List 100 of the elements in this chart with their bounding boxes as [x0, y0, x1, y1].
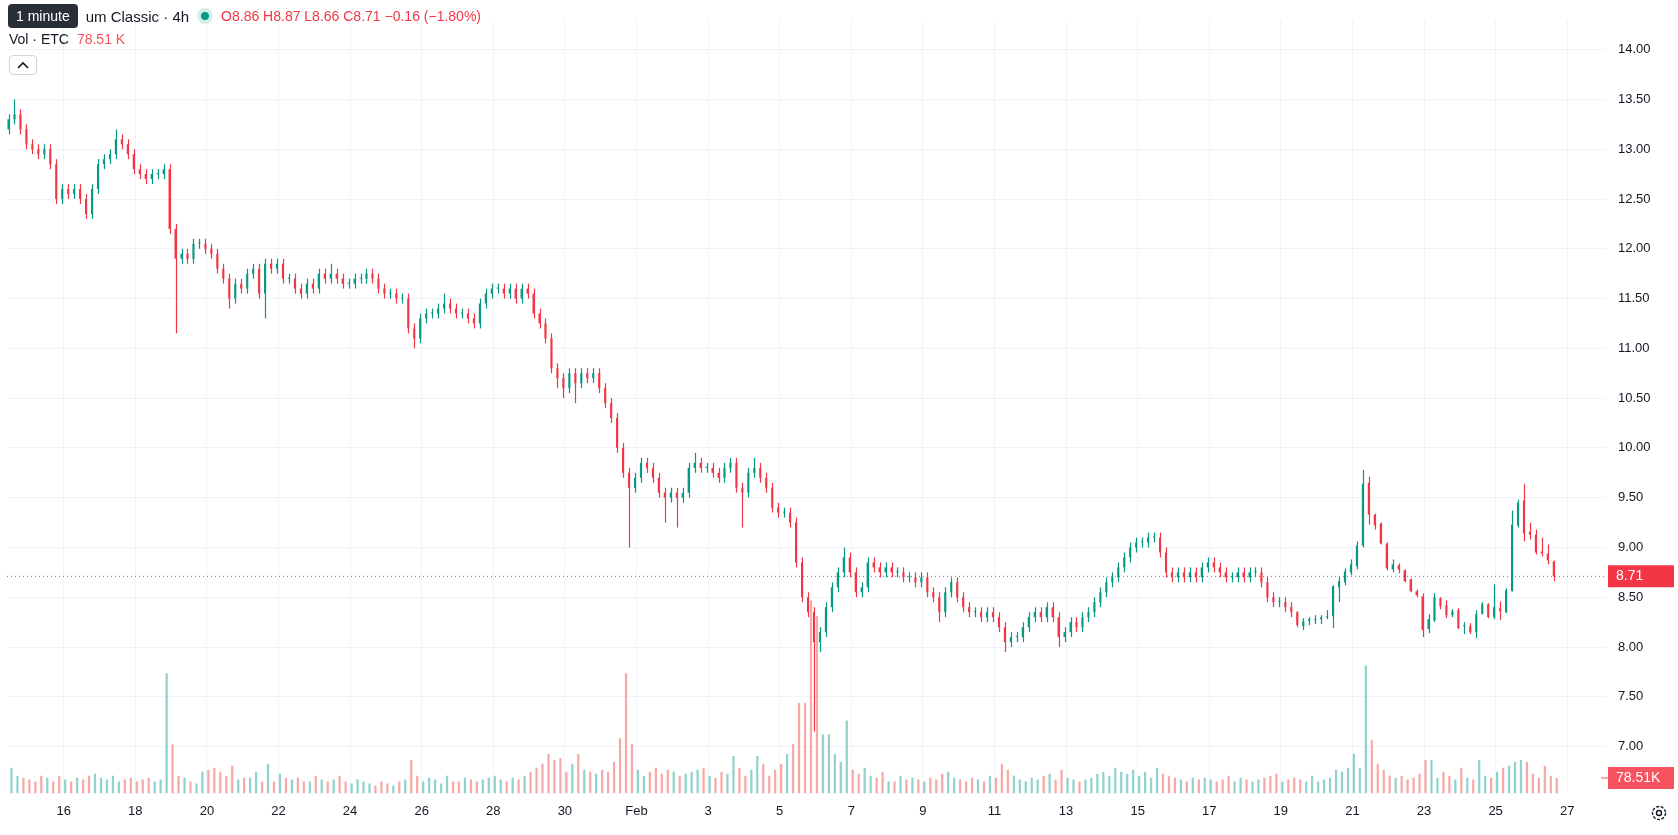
bar [28, 779, 31, 794]
bar [195, 783, 198, 794]
bar [1269, 775, 1272, 794]
x-tick-label: 20 [199, 802, 215, 818]
x-tick-label: 22 [271, 802, 286, 818]
bar [356, 779, 359, 794]
bar [1448, 775, 1451, 794]
y-tick-label: 8.50 [1618, 588, 1644, 604]
y-tick-label: 14.00 [1618, 41, 1651, 57]
bar [1424, 759, 1427, 794]
x-tick-label: 7 [847, 802, 855, 818]
x-tick-label: 26 [414, 802, 429, 818]
bar [165, 673, 168, 794]
x-tick-label: 9 [919, 802, 927, 818]
y-tick-label: 10.00 [1618, 439, 1651, 455]
bar [362, 781, 365, 794]
chart-title: um Classic · 4h [85, 7, 190, 25]
candlestick [186, 248, 189, 265]
bar [1245, 779, 1248, 794]
bar [350, 783, 353, 794]
bar [547, 754, 550, 794]
bar [905, 779, 908, 794]
y-tick-label: 9.50 [1618, 489, 1644, 505]
annotation: Vol · ETC [9, 31, 69, 47]
bar [881, 771, 884, 794]
y-tick-label: 11.50 [1618, 290, 1650, 306]
x-tick-label: 25 [1488, 802, 1503, 818]
bar [1054, 779, 1057, 794]
annotation: 78.51 K [76, 31, 126, 47]
candlestick [723, 462, 726, 484]
annotation: 1 minute [8, 4, 78, 28]
bar [1072, 779, 1075, 794]
bar [1251, 781, 1254, 794]
candlestick [544, 317, 547, 344]
y-tick-label: 10.50 [1618, 389, 1651, 405]
bar [887, 781, 890, 794]
y-tick-label: 9.00 [1618, 539, 1644, 555]
bar [344, 781, 347, 794]
bar [16, 775, 19, 794]
bar [380, 781, 383, 794]
y2-tick-label: 78.51K [1616, 768, 1662, 785]
bar [1233, 781, 1236, 794]
x-tick-label: 24 [342, 802, 358, 818]
bar [368, 783, 371, 794]
bar [22, 777, 25, 794]
bar [559, 757, 562, 794]
bar [1084, 779, 1087, 794]
y-tick-label: 7.00 [1618, 738, 1644, 754]
bar [374, 785, 377, 794]
bar [1257, 779, 1260, 794]
bar [702, 767, 705, 794]
bar [1090, 777, 1093, 794]
y-tick-label: 13.50 [1618, 91, 1651, 107]
bar [893, 781, 896, 794]
bar [553, 759, 556, 794]
bar [1060, 769, 1063, 794]
candlestick [1254, 566, 1257, 578]
candlestick [13, 98, 16, 125]
x-tick-label: 27 [1559, 802, 1575, 818]
candlestick [365, 268, 368, 285]
x-tick-label: 28 [486, 802, 501, 818]
x-tick-label: 15 [1130, 802, 1145, 818]
ref-line-label: 8.71 [1616, 567, 1644, 584]
chart-subtitle: O8.86 H8.87 L8.66 C8.71 −0.16 (−1.80%) [221, 8, 482, 24]
candlestick [1075, 616, 1078, 633]
bar [1412, 777, 1415, 794]
bar [732, 756, 735, 794]
candlestick [1433, 592, 1436, 623]
x-tick-label: 11 [987, 802, 1002, 818]
bar [1436, 777, 1439, 794]
bar [1430, 759, 1433, 794]
x-tick-label: 17 [1202, 802, 1217, 818]
bar [1078, 781, 1081, 794]
x-tick-label: 16 [56, 802, 71, 818]
y-tick-label: 12.00 [1618, 240, 1651, 256]
candlestick [1427, 613, 1431, 634]
bar [183, 777, 186, 794]
x-tick-label: 18 [128, 802, 143, 818]
x-tick-label: 23 [1416, 802, 1432, 818]
candlestick [1421, 592, 1425, 638]
bar [738, 767, 741, 794]
bar [875, 777, 878, 794]
x-tick-label: 19 [1273, 802, 1289, 818]
bar [899, 775, 902, 794]
bar [720, 771, 723, 794]
bar [726, 773, 729, 794]
candlestick [896, 566, 899, 578]
bar [708, 775, 711, 794]
bar [207, 769, 210, 794]
candlestick [371, 268, 374, 285]
bar [911, 777, 914, 794]
bar [714, 777, 717, 794]
bar [177, 775, 180, 794]
bar [1263, 777, 1266, 794]
y-tick-label: 8.00 [1618, 638, 1644, 654]
bar [523, 775, 526, 794]
x-tick-label: 30 [557, 802, 573, 818]
candlestick [1069, 616, 1073, 638]
bar [1066, 777, 1069, 794]
bar [1418, 773, 1421, 794]
